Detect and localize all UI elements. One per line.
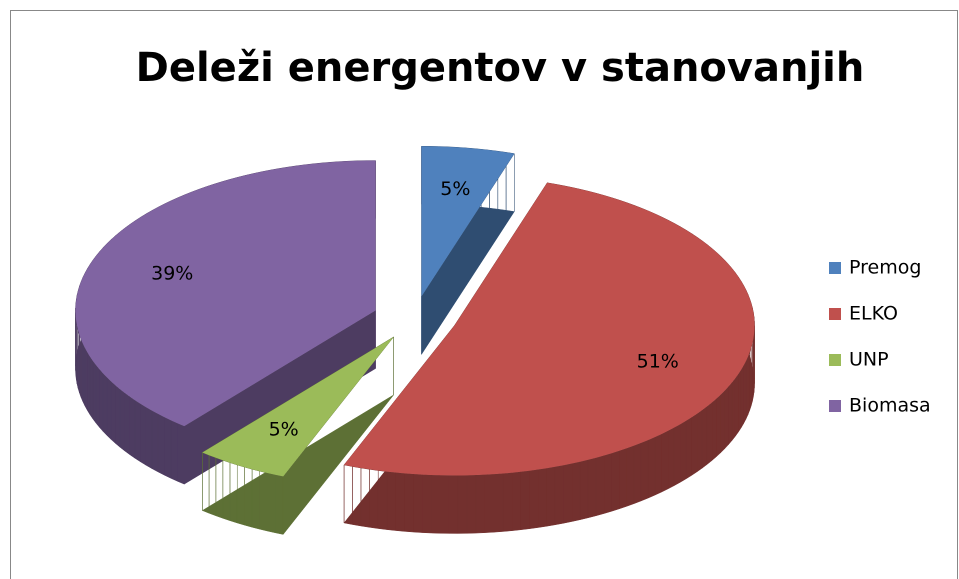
legend-label: UNP [849, 349, 889, 371]
legend-swatch [829, 262, 841, 274]
pie-slice [202, 336, 394, 477]
chart-title: Deleži energentov v stanovanjih [136, 45, 865, 91]
data-labels: 5% 51% 5% 39% [151, 178, 679, 440]
legend-label: Biomasa [849, 395, 931, 417]
data-label: 5% [269, 418, 299, 440]
data-label: 39% [151, 262, 193, 284]
legend-swatch [829, 400, 841, 412]
legend-swatch [829, 354, 841, 366]
legend-swatch [829, 308, 841, 320]
pie-slice [75, 160, 376, 427]
pie-slice [344, 182, 755, 476]
legend-label: ELKO [849, 303, 898, 325]
data-label: 51% [637, 351, 679, 373]
pie-slice [421, 146, 515, 297]
pie-tops [75, 146, 755, 477]
legend-label: Premog [849, 257, 921, 279]
legend: Premog ELKO UNP Biomasa [829, 257, 931, 417]
data-label: 5% [440, 178, 470, 200]
